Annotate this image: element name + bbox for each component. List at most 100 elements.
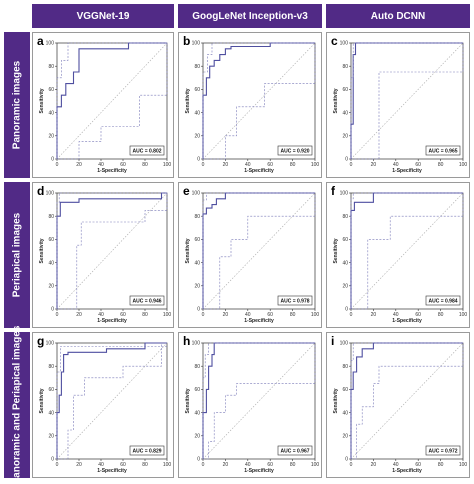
y-tick-label: 40	[48, 110, 54, 116]
roc-curve	[202, 342, 315, 459]
y-tick-label: 100	[340, 191, 349, 197]
confidence-band-lower	[57, 43, 168, 160]
x-tick-label: 0	[56, 462, 59, 468]
x-axis-label: 1-Specificity	[392, 168, 422, 174]
roc-chart-c: c 0 20 40 60 80 100 0 20 40 60 80 100 1-Specificity Se…	[331, 34, 467, 174]
auc-box	[129, 445, 165, 456]
y-tick-label: 40	[48, 410, 54, 416]
roc-panel-c: c 0 20 40 60 80 100 0 20 40 60 80 100 1-Specificity Se…	[326, 32, 470, 178]
x-tick-label: 100	[311, 312, 320, 318]
x-tick-label: 40	[245, 462, 251, 468]
x-axis-label: 1-Specificity	[244, 318, 274, 324]
y-tick-label: 80	[194, 64, 200, 70]
y-tick-label: 100	[340, 41, 349, 47]
auc-label: AUC = 0.967	[280, 448, 309, 454]
auc-box	[277, 145, 313, 156]
column-header-label: GoogLeNet Inception-v3	[192, 10, 308, 22]
panel-letter: b	[183, 34, 190, 48]
y-tick-label: 40	[194, 410, 200, 416]
auc-box	[129, 145, 165, 156]
y-tick-label: 0	[345, 457, 348, 463]
auc-label: AUC = 0.978	[280, 298, 309, 304]
y-tick-label: 20	[48, 134, 54, 140]
y-tick-label: 80	[194, 364, 200, 370]
roc-panel-b: b 0 20 40 60 80 100 0 20 40 60 80 100 1-Specificity Se…	[178, 32, 322, 178]
x-tick-label: 100	[311, 162, 320, 168]
x-axis-label: 1-Specificity	[392, 318, 422, 324]
column-header-label: VGGNet-19	[76, 10, 130, 22]
roc-chart-e: e 0 20 40 60 80 100 0 20 40 60 80 100 1-Specificity Se…	[183, 184, 320, 324]
roc-chart-g: g 0 20 40 60 80 100 0 20 40 60 80 100 1-Specificity Se…	[37, 334, 172, 474]
y-tick-label: 100	[340, 341, 349, 347]
y-tick-label: 100	[46, 191, 55, 197]
y-axis-label: Sensitivity	[333, 238, 339, 263]
roc-chart-b: b 0 20 40 60 80 100 0 20 40 60 80 100 1-Specificity Se…	[183, 34, 320, 174]
auc-label: AUC = 0.946	[132, 298, 161, 304]
roc-chart-a: a 0 20 40 60 80 100 0 20 40 60 80 100 1-Specificity Se…	[37, 34, 171, 174]
y-tick-label: 20	[194, 434, 200, 440]
y-tick-label: 20	[342, 284, 348, 290]
x-tick-label: 80	[142, 162, 148, 168]
y-tick-label: 40	[342, 260, 348, 266]
roc-panel-i: i 0 20 40 60 80 100 0 20 40 60 80 100 1-Specificity Se…	[326, 332, 470, 478]
x-tick-label: 60	[120, 312, 126, 318]
x-axis-label: 1-Specificity	[244, 468, 274, 474]
panel-letter: e	[183, 184, 190, 198]
column-header-vggnet: VGGNet-19	[32, 4, 174, 28]
auc-box	[129, 295, 165, 306]
x-tick-label: 80	[438, 162, 444, 168]
x-tick-label: 60	[267, 312, 273, 318]
roc-chart-i: i 0 20 40 60 80 100 0 20 40 60 80 100 1-Specificity Se…	[331, 334, 467, 474]
reference-diagonal	[56, 42, 168, 160]
panel-letter: i	[331, 334, 334, 348]
column-header-googlenet: GoogLeNet Inception-v3	[178, 4, 322, 28]
y-tick-label: 60	[342, 237, 348, 243]
x-tick-label: 20	[76, 162, 82, 168]
y-tick-label: 60	[194, 87, 200, 93]
x-tick-label: 20	[371, 312, 377, 318]
x-tick-label: 0	[56, 162, 59, 168]
y-tick-label: 40	[342, 410, 348, 416]
x-tick-label: 80	[438, 312, 444, 318]
y-tick-label: 20	[48, 434, 54, 440]
roc-chart-d: d 0 20 40 60 80 100 0 20 40 60 80 100 1-Specificity Se…	[37, 184, 172, 324]
panel-letter: c	[331, 34, 338, 48]
y-tick-label: 100	[192, 191, 201, 197]
roc-curve	[56, 192, 167, 309]
x-tick-label: 100	[163, 312, 172, 318]
y-tick-label: 20	[194, 284, 200, 290]
x-tick-label: 60	[120, 462, 126, 468]
row-header-label: Periapical images	[11, 212, 23, 298]
y-tick-label: 0	[51, 307, 54, 313]
x-tick-label: 40	[393, 312, 399, 318]
x-tick-label: 20	[371, 462, 377, 468]
y-tick-label: 80	[342, 64, 348, 70]
x-tick-label: 40	[245, 312, 251, 318]
x-tick-label: 100	[163, 462, 172, 468]
row-header-panoramic: Panoramic images	[4, 32, 30, 178]
panel-letter: d	[37, 184, 44, 198]
y-tick-label: 80	[342, 364, 348, 370]
y-tick-label: 60	[194, 387, 200, 393]
auc-box	[425, 445, 461, 456]
panel-letter: a	[37, 34, 44, 48]
y-axis-label: Sensitivity	[39, 238, 45, 263]
reference-diagonal	[202, 342, 316, 460]
y-tick-label: 0	[51, 457, 54, 463]
confidence-band-upper	[56, 192, 167, 309]
y-axis-label: Sensitivity	[333, 388, 339, 413]
y-tick-label: 0	[51, 157, 54, 163]
y-tick-label: 60	[194, 237, 200, 243]
y-tick-label: 40	[342, 110, 348, 116]
roc-panel-f: f 0 20 40 60 80 100 0 20 40 60 80 100 1-Specificity Se…	[326, 182, 470, 328]
reference-diagonal	[202, 192, 316, 310]
auc-label: AUC = 0.972	[428, 448, 457, 454]
auc-box	[425, 145, 461, 156]
y-axis-label: Sensitivity	[39, 388, 45, 413]
confidence-band-lower	[351, 193, 464, 310]
y-tick-label: 20	[48, 284, 54, 290]
roc-curve	[56, 42, 167, 159]
roc-panel-e: e 0 20 40 60 80 100 0 20 40 60 80 100 1-Specificity Se…	[178, 182, 322, 328]
y-tick-label: 80	[48, 64, 54, 70]
roc-panel-a: a 0 20 40 60 80 100 0 20 40 60 80 100 1-Specificity Se…	[32, 32, 174, 178]
